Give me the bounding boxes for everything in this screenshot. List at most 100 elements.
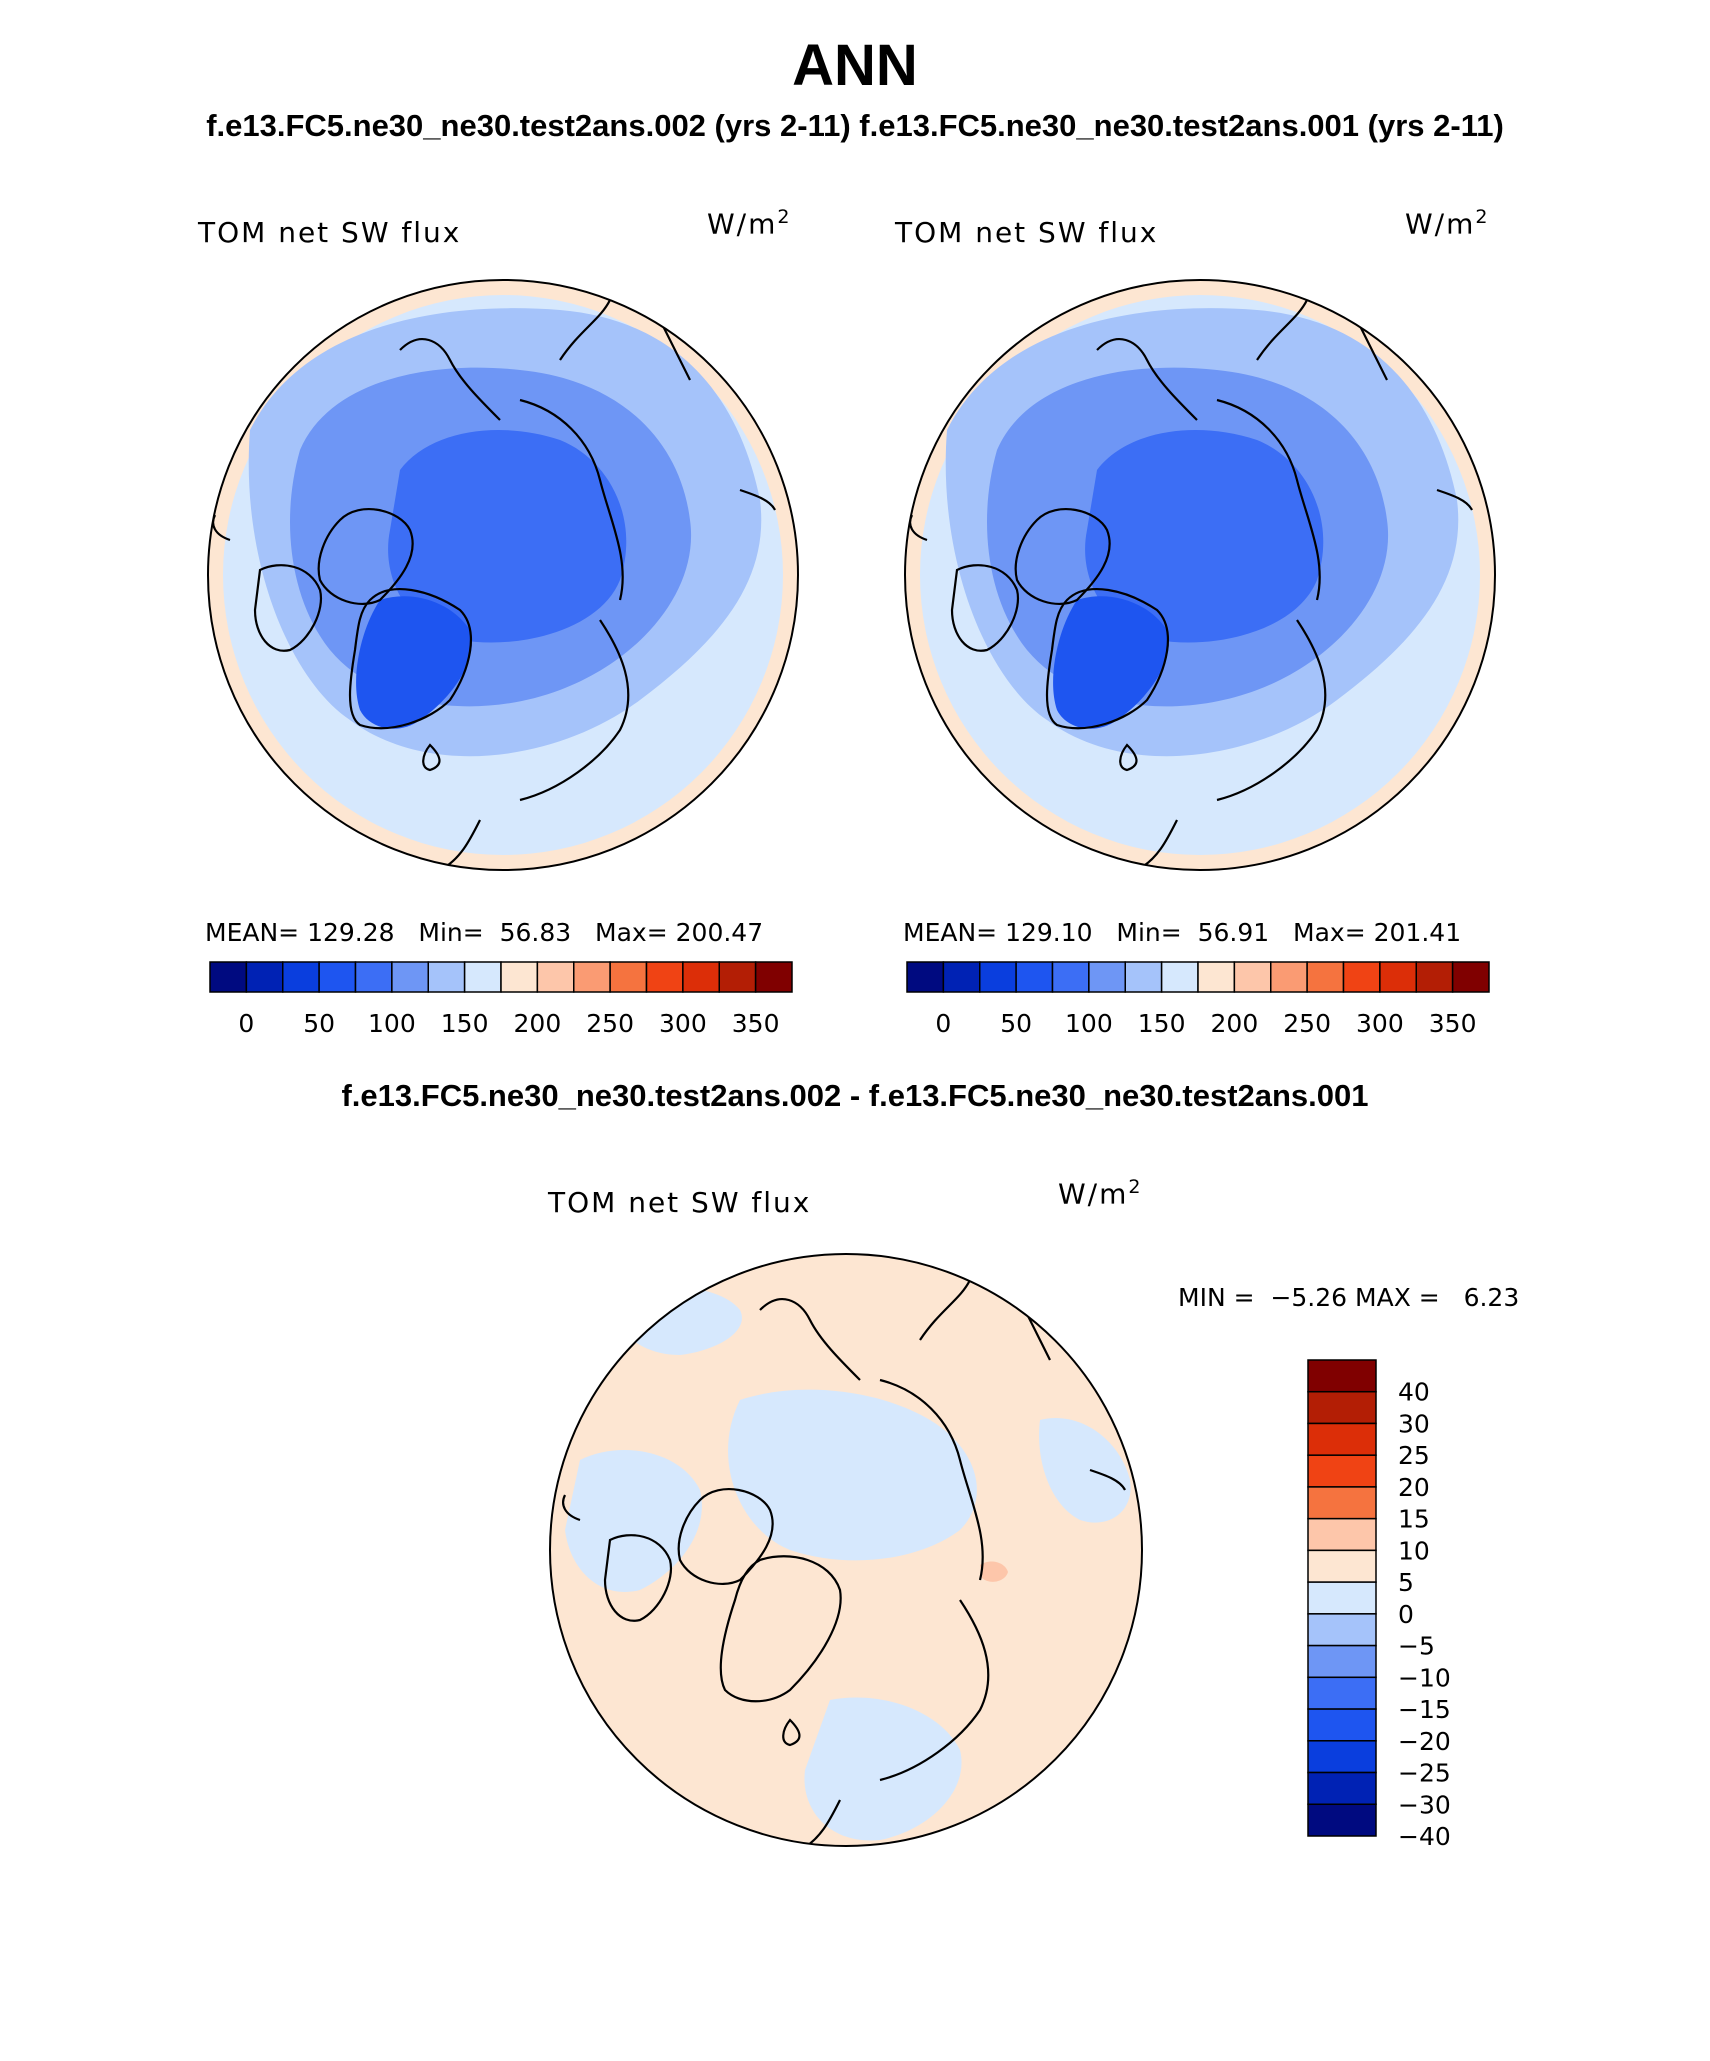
colorbar-tick-label: 25 — [1398, 1441, 1430, 1470]
panel2-units: W/m2 — [1405, 206, 1490, 241]
colorbar-swatch — [1051, 961, 1090, 993]
colorbar-tick-label: 50 — [303, 1009, 335, 1038]
colorbar-swatch — [500, 961, 539, 993]
colorbar-swatch — [1160, 961, 1199, 993]
colorbar-swatch — [536, 961, 575, 993]
colorbar-swatch — [463, 961, 502, 993]
map-diff-border — [549, 1253, 1143, 1847]
diff-stats: MIN = −5.26 MAX = 6.23 — [1178, 1283, 1520, 1312]
map2-border — [904, 279, 1496, 871]
colorbar-swatch — [1307, 1486, 1377, 1520]
fill-negative-europe — [1039, 1418, 1131, 1523]
fill-band-75-100 — [388, 430, 627, 643]
colorbar-swatch — [1379, 961, 1417, 993]
colorbar-swatch — [1307, 1771, 1377, 1806]
colorbar-swatch — [1307, 1517, 1377, 1552]
colorbar-tick-label: −10 — [1398, 1663, 1451, 1692]
colorbar-swatch — [942, 961, 981, 993]
colorbar-tick-label: 150 — [1138, 1009, 1186, 1038]
panel1-variable-label: TOM net SW flux — [198, 216, 462, 249]
colorbar-tick-label: 15 — [1398, 1505, 1430, 1534]
colorbar-swatch — [1197, 961, 1236, 993]
colorbar-swatch — [1307, 1422, 1377, 1456]
colorbar-tick-label: 350 — [732, 1009, 780, 1038]
panel1-units: W/m2 — [707, 206, 792, 241]
colorbar-tick-label: 300 — [1356, 1009, 1404, 1038]
colorbar-tick-label: 100 — [368, 1009, 416, 1038]
colorbar-swatch — [1015, 961, 1054, 993]
colorbar-panel2: 0 50 100 150 200 250 300 350 — [906, 961, 1490, 1038]
diff-variable-label: TOM net SW flux — [548, 1186, 812, 1219]
colorbar-swatch — [906, 961, 945, 993]
diff-units: W/m2 — [1058, 1176, 1143, 1211]
panel1-stats: MEAN= 129.28 Min= 56.83 Max= 200.47 — [205, 918, 764, 947]
case-subtitle: f.e13.FC5.ne30_ne30.test2ans.002 (yrs 2-… — [206, 108, 1504, 143]
colorbar-swatch — [754, 961, 793, 993]
colorbar-swatch — [1342, 961, 1381, 993]
fill-negative-atlantic — [804, 1697, 962, 1841]
colorbar-tick-label: 10 — [1398, 1536, 1430, 1565]
colorbar-tick-label: 30 — [1398, 1409, 1430, 1438]
colorbar-tick-label: 350 — [1429, 1009, 1477, 1038]
colorbar-swatch — [427, 961, 466, 993]
map-panel2 — [904, 279, 1496, 871]
map1-border — [207, 279, 799, 871]
coastlines2 — [909, 299, 1473, 870]
colorbar-swatch — [1088, 961, 1126, 993]
colorbar-swatch — [1307, 1359, 1377, 1393]
colorbar-tick-label: 40 — [1398, 1378, 1430, 1407]
fill-band-75-100 — [1085, 430, 1324, 643]
map-panel-diff — [549, 1253, 1143, 1847]
colorbar-tick-label: 5 — [1398, 1568, 1414, 1597]
colorbar-swatch — [1233, 961, 1272, 993]
colorbar-swatch — [1307, 1581, 1377, 1615]
colorbar-swatch — [573, 961, 611, 993]
map-panel1 — [207, 279, 799, 871]
colorbar-tick-label: 20 — [1398, 1473, 1430, 1502]
colorbar-tick-label: 250 — [1283, 1009, 1331, 1038]
colorbar-swatch — [1307, 1549, 1377, 1583]
colorbar-swatch — [1307, 1454, 1377, 1488]
colorbar-swatch — [1124, 961, 1163, 993]
colorbar-swatch — [318, 961, 357, 993]
colorbar-tick-label: −30 — [1398, 1790, 1451, 1819]
colorbar-tick-label: 100 — [1065, 1009, 1113, 1038]
colorbar-tick-label: −25 — [1398, 1759, 1451, 1788]
colorbar-swatch — [1307, 1644, 1377, 1679]
colorbar-swatch — [1307, 1390, 1377, 1425]
page-title: ANN — [792, 33, 918, 98]
colorbar-tick-label: 200 — [1211, 1009, 1259, 1038]
coastlines1 — [212, 299, 776, 870]
colorbar-swatch — [609, 961, 648, 993]
colorbar-tick-label: 300 — [659, 1009, 707, 1038]
colorbar-swatch — [245, 961, 284, 993]
colorbar-swatch — [682, 961, 720, 993]
colorbar-swatch — [1415, 961, 1454, 993]
colorbar-tick-label: 50 — [1000, 1009, 1032, 1038]
colorbar-swatch — [1270, 961, 1308, 993]
fill-greenland-min — [356, 596, 472, 729]
colorbar-swatch — [1307, 1676, 1377, 1710]
colorbar-tick-label: 250 — [586, 1009, 634, 1038]
colorbar-tick-label: 0 — [935, 1009, 951, 1038]
colorbar-swatch — [282, 961, 320, 993]
colorbar-panel1: 0 50 100 150 200 250 300 350 — [209, 961, 793, 1038]
colorbar-swatch — [391, 961, 429, 993]
colorbar-tick-label: −40 — [1398, 1822, 1451, 1851]
colorbar-swatch — [1451, 961, 1490, 993]
colorbar-tick-label: 200 — [514, 1009, 562, 1038]
difference-title: f.e13.FC5.ne30_ne30.test2ans.002 - f.e13… — [341, 1078, 1369, 1113]
colorbar-tick-label: −5 — [1398, 1632, 1435, 1661]
colorbar-swatch — [1307, 1613, 1377, 1647]
colorbar-swatch — [1307, 1803, 1377, 1837]
colorbar-swatch — [209, 961, 248, 993]
colorbar-swatch — [718, 961, 757, 993]
colorbar-tick-label: 0 — [1398, 1600, 1414, 1629]
panel2-stats: MEAN= 129.10 Min= 56.91 Max= 201.41 — [903, 918, 1462, 947]
panel2-variable-label: TOM net SW flux — [895, 216, 1159, 249]
colorbar-swatch — [1307, 1708, 1377, 1742]
fill-positive-max — [980, 1561, 1008, 1582]
colorbar-tick-label: 0 — [238, 1009, 254, 1038]
